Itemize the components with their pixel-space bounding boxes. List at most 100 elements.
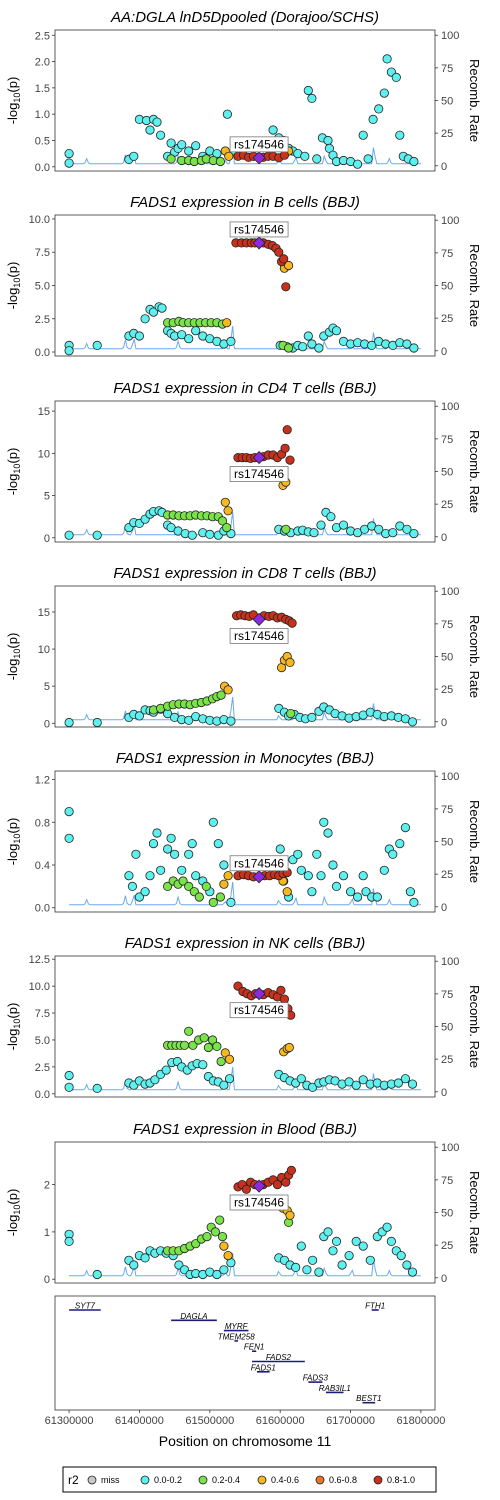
snp-point <box>279 254 289 264</box>
snp-point <box>279 150 289 160</box>
gene-fads1: FADS1 <box>251 1363 276 1373</box>
recomb-tick-label: 0 <box>441 532 447 544</box>
snp-point <box>314 343 324 353</box>
snp-point <box>223 506 233 516</box>
snp-point <box>281 524 291 534</box>
snp-point <box>226 336 236 346</box>
snp-point <box>388 849 398 859</box>
snp-point <box>222 522 232 533</box>
y-tick-label: 0.5 <box>35 135 50 147</box>
snp-point <box>184 1026 194 1036</box>
y-tick-label: 1.0 <box>35 109 50 121</box>
lead-snp-point <box>252 1179 266 1193</box>
plot-frame <box>54 1141 436 1284</box>
gene-track-frame <box>54 1295 436 1411</box>
snp-point <box>64 833 74 843</box>
snp-point <box>307 1255 318 1265</box>
snp-point <box>268 125 278 135</box>
snp-point <box>312 154 322 164</box>
snp-point <box>210 1227 220 1237</box>
snp-point <box>148 838 159 849</box>
snp-point <box>92 340 102 350</box>
gene-fads2: FADS2 <box>252 1353 305 1363</box>
snp-point <box>300 151 310 161</box>
panel-1: AA:DGLA lnD5Dpooled (Dorajoo/SCHS) 0.0 0.5… <box>5 9 482 174</box>
lead-snp-label: rs174546 <box>234 137 284 151</box>
snp-point <box>338 871 349 881</box>
y-axis-label-sub: 10 <box>12 1019 22 1029</box>
snp-point <box>272 1180 282 1190</box>
y-tick-label: 1.5 <box>35 83 50 95</box>
recomb-tick-label: 50 <box>441 96 453 108</box>
y-tick-label: 5.0 <box>35 281 50 293</box>
legend-label: 0.6-0.8 <box>329 1475 357 1485</box>
panel-title: AA:DGLA lnD5Dpooled (Dorajoo/SCHS) <box>110 9 379 26</box>
snp-point <box>217 516 228 526</box>
snp-point <box>351 1080 361 1090</box>
snp-point <box>215 156 225 167</box>
plot-frame <box>54 770 436 913</box>
snp-point <box>323 135 333 146</box>
snp-point <box>184 881 194 892</box>
snp-point <box>224 1054 235 1064</box>
snp-point <box>220 497 230 507</box>
snp-point <box>129 1260 139 1270</box>
y-tick-label: 7.5 <box>35 1008 50 1020</box>
snp-point <box>191 326 201 336</box>
gene-fth1: FTH1 <box>365 1302 385 1311</box>
snp-point <box>224 1074 235 1084</box>
gene-fen1: FEN1 <box>244 1343 264 1352</box>
snp-point <box>145 871 155 881</box>
snp-point <box>282 887 292 897</box>
x-tick-label: 61300000 <box>45 1415 94 1427</box>
x-axis: 61300000 61400000 61500000 61600000 61700000… <box>45 1410 445 1449</box>
y-tick-label: 0.8 <box>35 817 50 829</box>
snp-point <box>177 330 187 340</box>
snp-point <box>219 879 229 889</box>
snp-point <box>291 1262 301 1273</box>
snp-point <box>152 117 162 127</box>
snp-point <box>191 141 201 151</box>
lead-snp-point <box>252 870 266 884</box>
snp-point <box>64 806 74 817</box>
recomb-tick-label: 25 <box>441 499 453 511</box>
panel-title: FADS1 expression in NK cells (BBJ) <box>125 935 366 952</box>
snp-point <box>140 314 150 324</box>
lead-snp-point <box>252 612 266 626</box>
y-tick-label: 2 <box>44 1180 50 1192</box>
snp-point <box>150 1075 160 1085</box>
legend-label: 0.8-1.0 <box>387 1475 415 1485</box>
lead-snp-label: rs174546 <box>234 1003 284 1017</box>
snp-point <box>358 871 368 881</box>
association-panels: AA:DGLA lnD5Dpooled (Dorajoo/SCHS) 0.0 0.5… <box>5 9 482 1286</box>
snp-point <box>223 1251 233 1261</box>
snp-point <box>409 343 419 353</box>
y-axis-label: -log10(p) <box>5 448 22 496</box>
snp-point <box>215 1215 225 1225</box>
snp-point <box>351 1236 361 1247</box>
recomb-tick-label: 0 <box>441 1273 447 1285</box>
y-axis-label: -log10(p) <box>5 1189 22 1237</box>
snp-point <box>352 892 363 902</box>
y-tick-label: 5 <box>44 491 50 503</box>
panel-7: FADS1 expression in Blood (BBJ) 0 1 2 -log10… <box>5 1121 482 1286</box>
snp-point <box>166 833 176 843</box>
gene-label: SYT7 <box>75 1302 96 1311</box>
snp-point <box>407 1267 418 1277</box>
panel-2: FADS1 expression in B cells (BBJ) 0.0 2.5 5… <box>5 194 482 359</box>
x-tick-label: 61600000 <box>256 1415 305 1427</box>
snp-point <box>191 871 201 881</box>
y-axis-label-rest: (p) <box>5 262 20 278</box>
legend-label: 0.2-0.4 <box>212 1475 240 1485</box>
snp-point <box>208 1035 218 1045</box>
snp-point <box>140 887 150 897</box>
recomb-axis-label: Recomb. Rate <box>467 244 482 327</box>
y-tick-label: 2.0 <box>35 57 50 69</box>
snp-point <box>285 657 295 668</box>
recomb-tick-label: 75 <box>441 619 453 631</box>
snp-point <box>184 334 194 344</box>
snp-point <box>358 1241 368 1251</box>
snp-point <box>409 528 419 539</box>
snp-point <box>374 524 384 534</box>
snp-point <box>127 881 137 892</box>
